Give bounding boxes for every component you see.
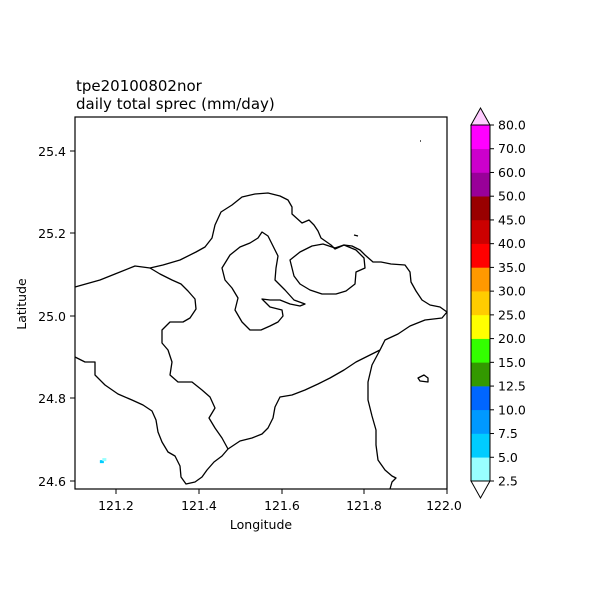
colorbar-bin (471, 172, 490, 197)
colorbar-tick-label: 25.0 (498, 307, 526, 322)
colorbar-bin (471, 457, 490, 482)
colorbar-frame (470, 124, 491, 482)
district-central (221, 231, 306, 331)
colorbar-tick-label: 7.5 (498, 426, 518, 441)
map-title-line2: daily total sprec (mm/day) (76, 95, 275, 113)
district-east-boundary (367, 349, 397, 490)
coastal-spit (417, 374, 429, 383)
colorbar-bin (471, 314, 490, 339)
x-tick-label: 122.0 (426, 498, 462, 513)
boundary-lines (74, 140, 448, 490)
map-title-line1: tpe20100802nor (76, 77, 203, 95)
y-tick-label: 25.0 (38, 309, 66, 324)
x-axis: 121.2 121.4 121.6 121.8 122.0 Longitude (98, 489, 462, 532)
colorbar-tick-label: 80.0 (498, 118, 526, 133)
colorbar-tick-label: 40.0 (498, 236, 526, 251)
y-tick-label: 24.6 (38, 474, 66, 489)
colorbar-bin (471, 196, 490, 221)
x-axis-label: Longitude (230, 517, 292, 532)
colorbar-tick-label: 15.0 (498, 355, 526, 370)
district-east (289, 243, 366, 295)
colorbar-bin (471, 362, 490, 387)
colorbar-bin (471, 386, 490, 411)
colorbar-tick-label: 50.0 (498, 189, 526, 204)
colorbar-bin (471, 291, 490, 316)
colorbar-bin (471, 433, 490, 458)
x-tick-label: 121.6 (264, 498, 300, 513)
x-tick-label: 121.2 (98, 498, 134, 513)
colorbar-over-extension (470, 106, 491, 126)
y-tick-label: 25.2 (38, 226, 66, 241)
map-plot-area (74, 116, 448, 490)
coastline-north (74, 192, 448, 485)
colorbar-bin (471, 409, 490, 434)
colorbar-bin (471, 148, 490, 173)
x-tick-label: 121.8 (346, 498, 382, 513)
colorbar-bin (471, 267, 490, 292)
islet (353, 234, 359, 237)
colorbar-tick-label: 30.0 (498, 284, 526, 299)
colorbar-under-extension (470, 480, 491, 500)
colorbar: 2.5 5.0 7.5 10.0 12.5 15.0 20.0 25.0 30.0 35.0 40.… (470, 106, 526, 500)
y-axis-label: Latitude (14, 278, 29, 330)
colorbar-bin (471, 338, 490, 363)
precipitation-layer (99, 458, 107, 464)
colorbar-tick-label: 5.0 (498, 450, 518, 465)
precip-cell (99, 460, 104, 464)
colorbar-tick-label: 35.0 (498, 260, 526, 275)
precip-cell (102, 458, 107, 462)
colorbar-tick-label: 2.5 (498, 474, 518, 489)
colorbar-tick-label: 12.5 (498, 379, 526, 394)
colorbar-bin (471, 243, 490, 268)
district-west (149, 267, 229, 450)
colorbar-tick-label: 60.0 (498, 165, 526, 180)
y-tick-label: 24.8 (38, 391, 66, 406)
colorbar-bin (471, 219, 490, 244)
y-axis: 24.6 24.8 25.0 25.2 25.4 Latitude (14, 144, 75, 489)
colorbar-bin (471, 125, 490, 150)
colorbar-tick-label: 10.0 (498, 402, 526, 417)
x-tick-label: 121.4 (181, 498, 217, 513)
colorbar-tick-label: 70.0 (498, 141, 526, 156)
colorbar-tick-label: 45.0 (498, 212, 526, 227)
colorbar-tick-label: 20.0 (498, 331, 526, 346)
y-tick-label: 25.4 (38, 144, 66, 159)
